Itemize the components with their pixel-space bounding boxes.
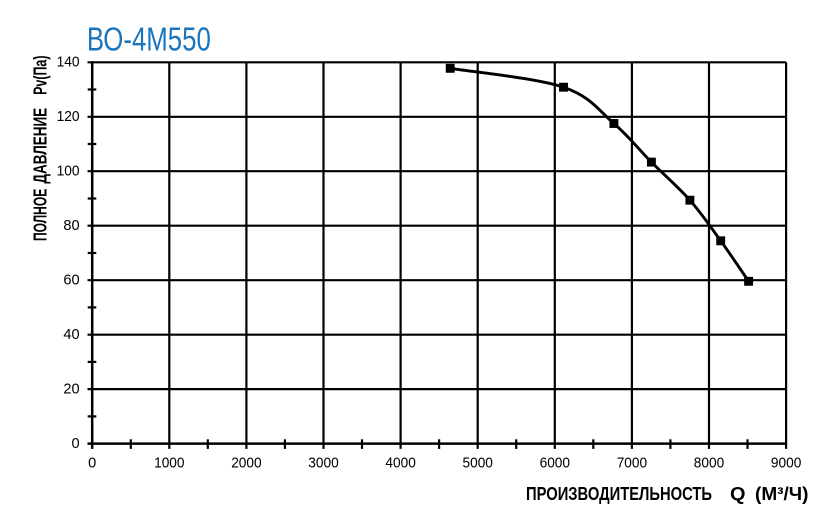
svg-text:120: 120 <box>57 109 80 125</box>
svg-text:4000: 4000 <box>385 455 415 471</box>
svg-text:9000: 9000 <box>771 455 801 471</box>
svg-text:140: 140 <box>57 55 80 71</box>
svg-text:8000: 8000 <box>694 455 724 471</box>
svg-text:60: 60 <box>63 273 79 289</box>
svg-text:7000: 7000 <box>617 455 647 471</box>
svg-text:Pv(Па): Pv(Па) <box>30 56 51 95</box>
svg-text:6000: 6000 <box>540 455 570 471</box>
svg-text:0: 0 <box>71 436 79 452</box>
svg-text:Q: Q <box>730 483 746 504</box>
svg-text:ВО-4М550: ВО-4М550 <box>87 21 211 58</box>
svg-text:ПОЛНОЕ: ПОЛНОЕ <box>30 189 51 241</box>
svg-text:20: 20 <box>63 381 79 397</box>
svg-text:0: 0 <box>88 455 96 471</box>
svg-text:3000: 3000 <box>308 455 338 471</box>
svg-text:80: 80 <box>63 218 79 234</box>
svg-text:2000: 2000 <box>231 455 261 471</box>
svg-text:ДАВЛЕНИЕ: ДАВЛЕНИЕ <box>30 108 51 184</box>
svg-text:1000: 1000 <box>154 455 184 471</box>
svg-text:100: 100 <box>57 164 80 180</box>
svg-text:40: 40 <box>63 327 79 343</box>
svg-text:(М³/Ч): (М³/Ч) <box>755 483 809 504</box>
svg-text:5000: 5000 <box>463 455 493 471</box>
svg-text:ПРОИЗВОДИТЕЛЬНОСТЬ: ПРОИЗВОДИТЕЛЬНОСТЬ <box>526 483 712 504</box>
